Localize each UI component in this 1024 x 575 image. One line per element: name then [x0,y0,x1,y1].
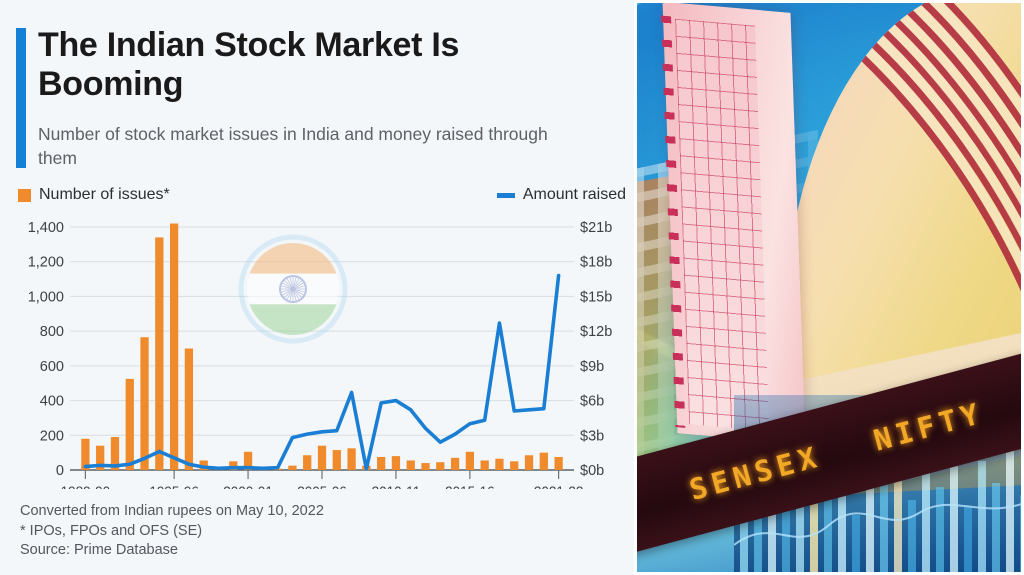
bar [140,337,149,470]
bar [155,237,164,470]
bar [96,445,105,470]
building-tower [661,1,806,445]
svg-text:1995-96: 1995-96 [149,484,199,489]
svg-text:$9b: $9b [580,359,604,375]
bar [554,456,563,470]
bar [347,448,356,470]
svg-text:2010-11: 2010-11 [372,484,421,489]
bar [288,465,297,470]
footnote-conversion: Converted from Indian rupees on May 10, … [20,503,324,519]
legend-item-bars: Number of issues* [18,186,170,204]
bar [184,348,194,470]
bar-swatch-icon [18,188,31,202]
accent-bar [16,28,26,168]
bar [125,378,134,471]
svg-text:600: 600 [40,359,64,375]
ticker-nifty-label: NIFTY [869,395,988,458]
bar [524,455,534,470]
photo-panel: 41,100.00 SENSEX NIFTY [634,0,1024,575]
svg-text:1,400: 1,400 [28,220,64,236]
facade-balcony-lines [761,0,1024,362]
bar [406,460,415,470]
combo-chart: 0 $0b 200 $3b 400 $6b 600 $9b 800 $12b 1,000 $15b 1,… [28,220,613,489]
bar [436,462,445,470]
bar [391,456,401,470]
chart-legend: Number of issues* Amount raised [18,186,630,210]
legend-item-line: Amount raised [496,186,626,204]
line-series [83,273,561,471]
footnote-source: Source: Prime Database [20,542,178,558]
svg-text:2005-06: 2005-06 [297,484,347,489]
legend-label-bars: Number of issues* [39,186,170,203]
svg-text:$21b: $21b [580,220,612,236]
svg-text:2021-22: 2021-22 [534,484,584,489]
bar [110,437,120,470]
svg-text:200: 200 [40,428,64,444]
bar [480,460,489,470]
svg-text:$3b: $3b [580,428,604,444]
bse-building-photo: 41,100.00 SENSEX NIFTY [634,0,1024,575]
page-title: The Indian Stock Market Is Booming [38,26,460,103]
svg-text:0: 0 [56,463,64,479]
footnote-asterisk: * IPOs, FPOs and OFS (SE) [20,522,203,539]
svg-text:1,000: 1,000 [28,289,64,305]
svg-text:800: 800 [40,324,64,340]
bar [450,457,460,470]
bar [495,458,504,470]
tower-glass-grid [675,18,770,432]
chart-area: 0 $0b 200 $3b 400 $6b 600 $9b 800 $12b 1,000 $15b 1,… [0,214,634,489]
india-flag-watermark [238,234,348,344]
bar [81,438,90,470]
svg-text:2015-16: 2015-16 [445,484,495,489]
svg-text:$6b: $6b [580,394,604,410]
svg-text:1,200: 1,200 [28,255,64,271]
bar [243,451,253,470]
bar [539,452,548,470]
bar [510,461,519,470]
svg-text:$15b: $15b [580,289,612,305]
bar [303,455,312,470]
svg-text:1989-90: 1989-90 [61,484,111,489]
svg-text:$0b: $0b [580,463,604,479]
svg-text:2000-01: 2000-01 [223,484,273,489]
bar [199,460,208,470]
legend-label-line: Amount raised [522,186,626,203]
bar [229,461,238,470]
ticker-sensex-label: SENSEX [685,439,825,508]
svg-text:$18b: $18b [580,255,612,271]
page-subtitle: Number of stock market issues in India a… [38,124,548,168]
svg-text:400: 400 [40,394,64,410]
bar [421,463,430,470]
bar [332,450,341,470]
building-curved-facade [761,0,1024,498]
bar [465,451,475,470]
bar [169,223,179,470]
footnotes: Converted from Indian rupees on May 10, … [20,502,620,561]
svg-text:$12b: $12b [580,324,612,340]
chart-panel: The Indian Stock Market Is Booming Numbe… [0,0,634,575]
bar [317,445,327,470]
line-swatch-icon [496,192,515,198]
bar [377,456,386,470]
